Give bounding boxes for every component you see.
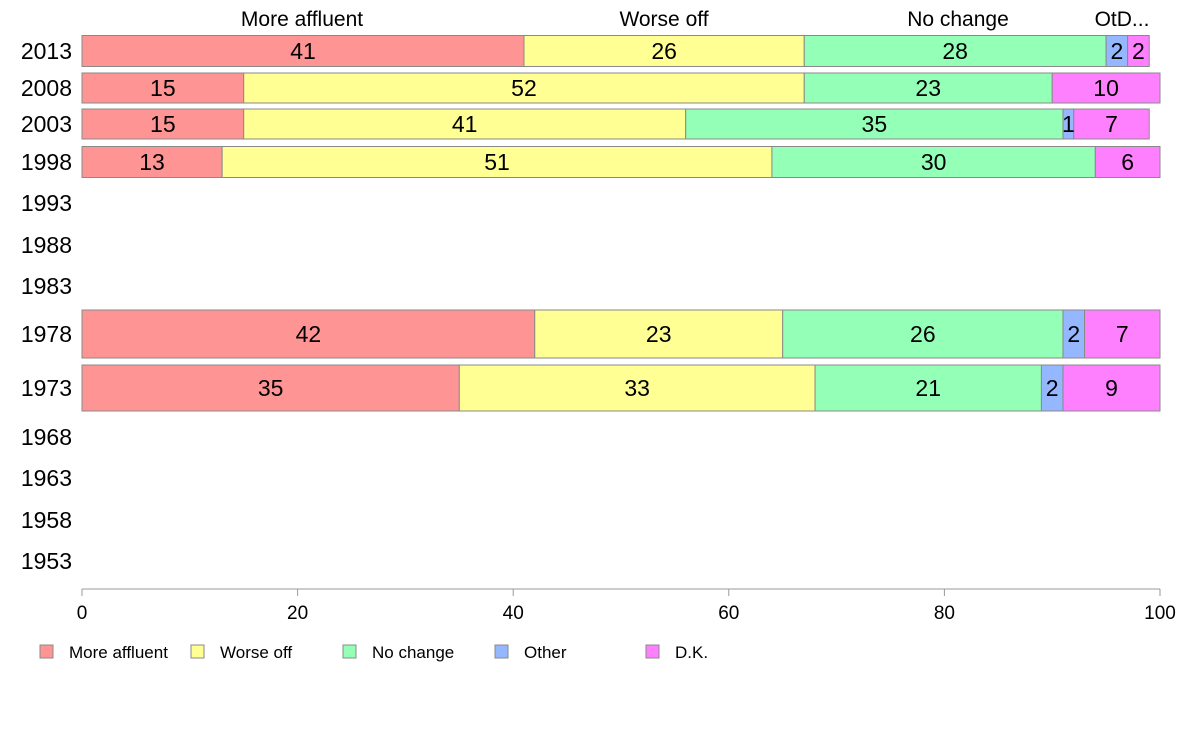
y-tick-label-1978: 1978 [21,321,72,347]
bar-1978-no-change [782,309,1064,359]
bar-label-1978-more-affluent: 42 [296,321,322,347]
bar-1998-worse-off [221,146,773,178]
x-tick-label-100: 100 [1144,603,1176,624]
bar-label-2003-d-k: 7 [1105,111,1118,137]
bar-label-1978-worse-off: 23 [646,321,672,347]
column-header-labels: More affluent Worse off No change OtD... [241,8,1150,31]
bar-label-2008-worse-off: 52 [511,75,537,101]
bar-label-2003-more-affluent: 15 [150,111,176,137]
column-header-worse-off: Worse off [619,8,708,31]
x-axis: 0 20 40 60 80 100 [77,588,1176,624]
bar-2003-d-k [1073,108,1150,140]
bar-2008-d-k [1051,72,1161,104]
bar-2008-worse-off [243,72,805,104]
bar-1973-more-affluent [81,364,460,412]
legend-label-other: Other [524,643,567,662]
bar-label-1973-no-change: 21 [915,375,941,401]
bar-2013-worse-off [523,35,805,67]
legend-swatch-worse-off [190,644,205,659]
y-tick-label-1998: 1998 [21,149,72,175]
bar-label-1998-d-k: 6 [1121,149,1134,175]
bar-1973-worse-off [458,364,816,412]
bar-label-2008-more-affluent: 15 [150,75,176,101]
legend-label-more-affluent: More affluent [69,643,168,662]
bar-label-2003-other: 1 [1062,111,1075,137]
bar-label-1973-other: 2 [1046,375,1059,401]
bar-label-1973-worse-off: 33 [624,375,650,401]
bar-1998-d-k [1094,146,1161,178]
x-tick-label-0: 0 [77,603,88,624]
y-tick-label-1988: 1988 [21,232,72,258]
bar-1998-more-affluent [81,146,223,178]
y-tick-label-1953: 1953 [21,548,72,574]
column-header-more-affluent: More affluent [241,8,363,31]
bar-label-2008-d-k: 10 [1093,75,1119,101]
y-tick-label-2008: 2008 [21,75,72,101]
legend-label-no-change: No change [372,643,454,662]
bar-label-1978-other: 2 [1067,321,1080,347]
legend: More affluent Worse off No change Other D.K. [39,643,708,662]
bar-1973-d-k [1062,364,1161,412]
bar-1973-no-change [814,364,1042,412]
bar-label-1978-d-k: 7 [1116,321,1129,347]
x-tick-label-40: 40 [503,603,524,624]
bar-label-2003-worse-off: 41 [452,111,478,137]
bar-1978-d-k [1084,309,1161,359]
y-tick-label-1993: 1993 [21,190,72,216]
bar-label-2013-no-change: 28 [942,38,968,64]
legend-swatch-other [494,644,509,659]
legend-label-worse-off: Worse off [220,643,292,662]
bar-2013-more-affluent [81,35,525,67]
y-tick-label-1983: 1983 [21,273,72,299]
bar-1978-more-affluent [81,309,536,359]
bar-label-1998-more-affluent: 13 [139,149,165,175]
legend-swatch-more-affluent [39,644,54,659]
bar-2013-no-change [803,35,1107,67]
bar-2008-no-change [803,72,1053,104]
bar-label-2008-no-change: 23 [915,75,941,101]
y-tick-label-1963: 1963 [21,465,72,491]
legend-swatch-d-k [645,644,660,659]
bar-label-1973-d-k: 9 [1105,375,1118,401]
bar-segments [81,35,1161,412]
x-tick-label-20: 20 [287,603,308,624]
bar-2013-d-k [1127,35,1150,67]
bar-1978-worse-off [534,309,784,359]
bar-2003-worse-off [243,108,687,140]
x-tick-label-60: 60 [718,603,739,624]
bar-2003-no-change [685,108,1064,140]
bar-label-1978-no-change: 26 [910,321,936,347]
legend-swatch-no-change [342,644,357,659]
bar-2003-more-affluent [81,108,245,140]
y-tick-label-1973: 1973 [21,375,72,401]
bar-label-1998-worse-off: 51 [484,149,510,175]
bar-label-2013-other: 2 [1110,38,1123,64]
bar-label-2013-d-k: 2 [1132,38,1145,64]
y-tick-label-1968: 1968 [21,424,72,450]
bar-2008-more-affluent [81,72,245,104]
column-header-no-change: No change [907,8,1009,31]
bar-1998-no-change [771,146,1096,178]
bar-label-1973-more-affluent: 35 [258,375,284,401]
column-header-otd: OtD... [1095,8,1150,31]
y-tick-label-1958: 1958 [21,507,72,533]
y-axis-tick-labels: 2013 2008 2003 1998 1993 1988 1983 1978 1973 1968… [21,38,72,574]
x-tick-label-80: 80 [934,603,955,624]
bar-label-2013-worse-off: 26 [651,38,677,64]
bar-label-2013-more-affluent: 41 [290,38,316,64]
legend-label-d-k: D.K. [675,643,708,662]
bar-label-1998-no-change: 30 [921,149,947,175]
y-tick-label-2003: 2003 [21,111,72,137]
y-tick-label-2013: 2013 [21,38,72,64]
bar-label-2003-no-change: 35 [862,111,888,137]
